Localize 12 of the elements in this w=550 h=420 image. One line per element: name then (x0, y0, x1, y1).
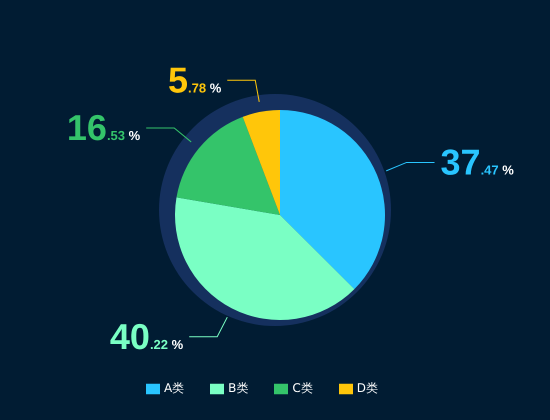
pie-slice (176, 116, 280, 215)
data-label: 40.22 % (110, 316, 184, 357)
legend-label: A类 (164, 381, 184, 395)
pie-slice (175, 197, 354, 320)
legend-label: C类 (292, 381, 313, 395)
legend-label: D类 (356, 381, 378, 395)
data-label: 37.47 % (440, 141, 514, 182)
pie-slice (280, 110, 385, 290)
legend-label: B类 (228, 381, 248, 395)
data-label: 16.53 % (66, 106, 141, 148)
pie-slice (242, 110, 280, 215)
data-label: 5.78 % (168, 59, 222, 100)
